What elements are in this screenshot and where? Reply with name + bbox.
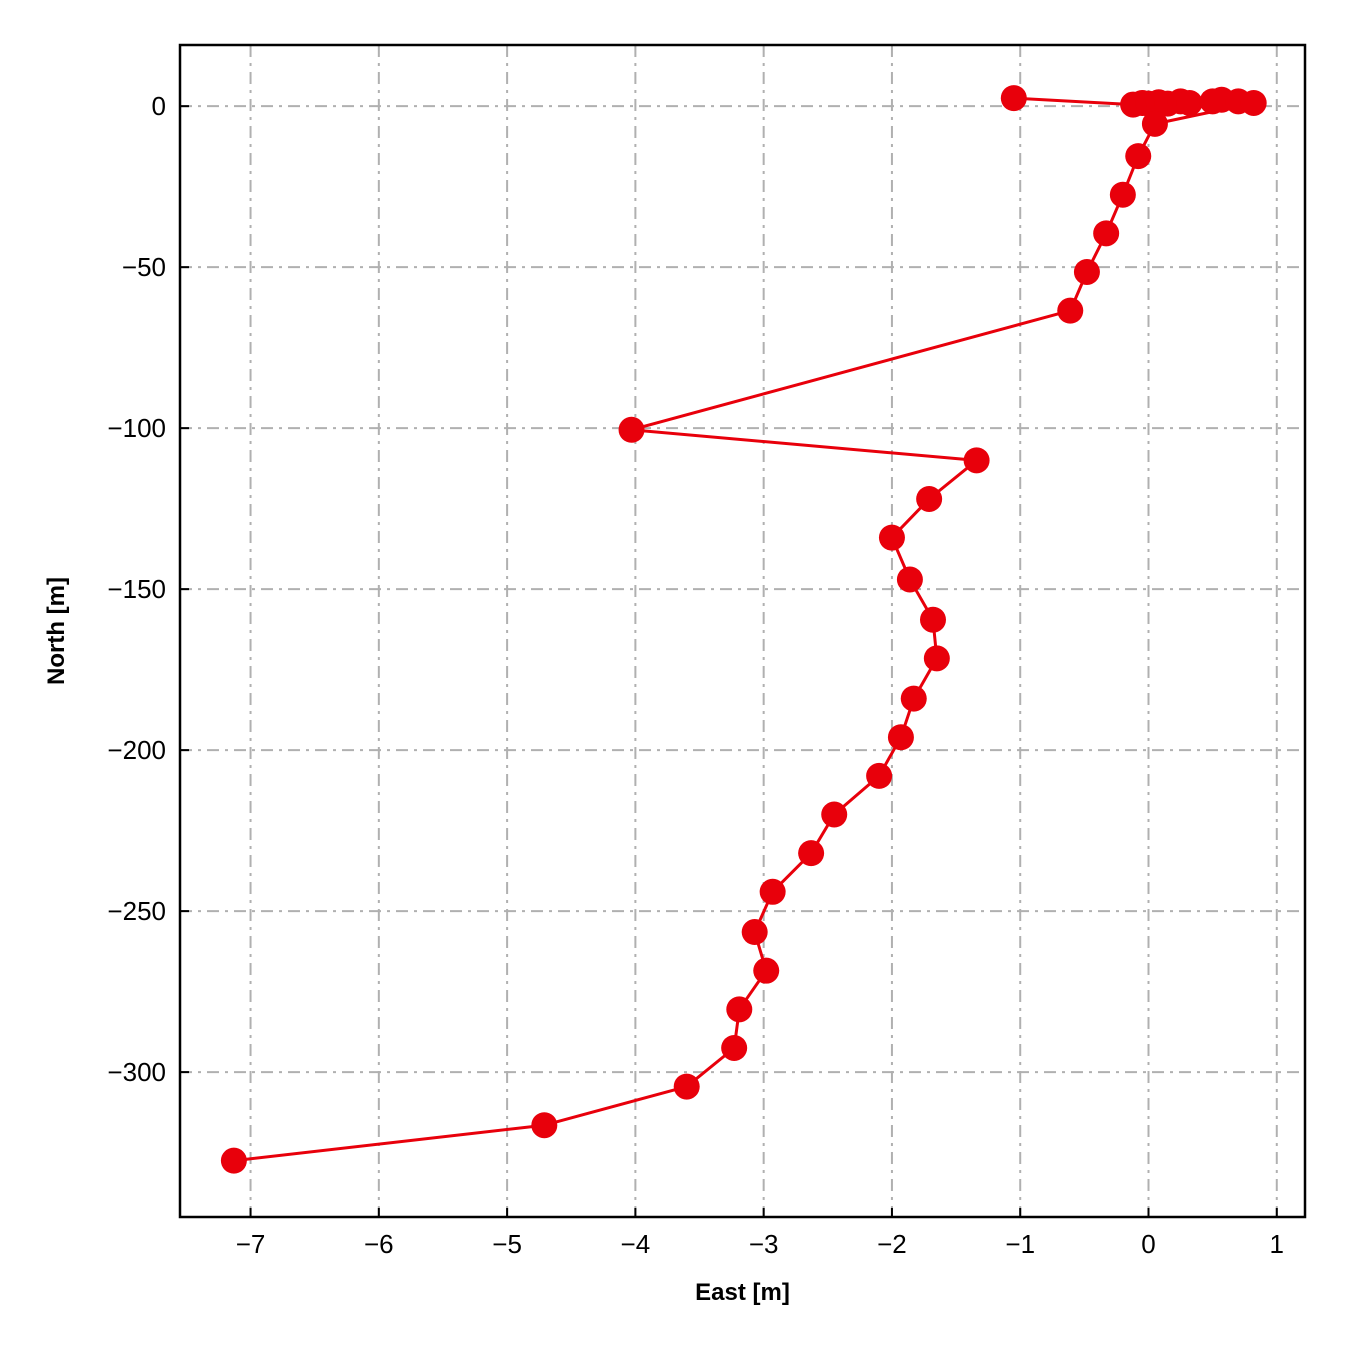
data-point [618,416,645,443]
x-tick-label: −1 [1005,1229,1035,1259]
data-point [721,1034,748,1061]
grid [180,45,1305,1217]
data-point [1057,297,1084,324]
data-point [1109,181,1136,208]
x-tick-label: −7 [236,1229,266,1259]
x-tick-label: −6 [364,1229,394,1259]
data-point [798,840,825,867]
x-tick-label: −5 [492,1229,522,1259]
data-point [866,762,893,789]
data-point [900,685,927,712]
x-tick-label: 1 [1270,1229,1284,1259]
y-tick-label: −150 [107,574,166,604]
data-point [919,606,946,633]
x-tick-label: −3 [749,1229,779,1259]
data-point [673,1073,700,1100]
x-axis-label: East [m] [695,1279,790,1306]
data-point [1073,258,1100,285]
plot-frame [178,43,1307,1219]
data-point [759,878,786,905]
y-tick-label: −100 [107,413,166,443]
data-point [821,801,848,828]
data-point [896,566,923,593]
data-point [531,1112,558,1139]
y-tick-label: 0 [152,91,166,121]
y-tick-label: −50 [122,252,166,282]
y-tick-label: −300 [107,1057,166,1087]
data-point [1093,220,1120,247]
data-point [1240,89,1267,116]
data-point [741,919,768,946]
data-point [916,485,943,512]
x-tick-label: −4 [621,1229,651,1259]
y-tick-label: −250 [107,896,166,926]
data-point [726,996,753,1023]
data-point [963,447,990,474]
x-tick-label: −2 [877,1229,907,1259]
data-point [753,957,780,984]
data-point [220,1147,247,1174]
data-point [1000,85,1027,112]
data-point [1141,110,1168,137]
y-tick-label: −200 [107,735,166,765]
data-point [1125,143,1152,170]
data-point [923,645,950,672]
x-tick-label: 0 [1141,1229,1155,1259]
y-axis-label: North [m] [43,577,70,685]
axis-ticks: −7 −6 −5 −4 −3 −2 −1 0 1 0 −50 −100 −150 −200 −250 −300 [107,91,1284,1259]
data-point [1176,89,1203,116]
data-point [887,724,914,751]
series-track [220,85,1267,1174]
data-point [878,524,905,551]
